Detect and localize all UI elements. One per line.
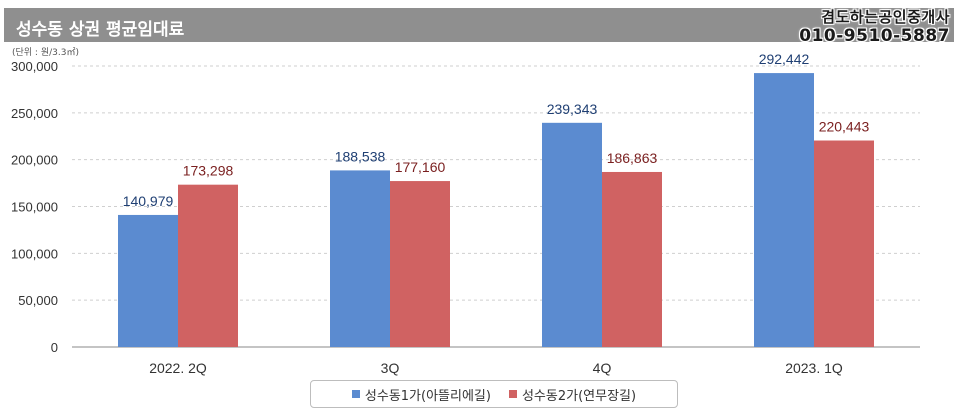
bar-series-1	[754, 73, 814, 348]
agency-phone: 010-9510-5887	[799, 26, 950, 46]
chart-title-bar: 성수동 상권 평균임대료	[4, 8, 954, 42]
y-tick-label: 300,000	[11, 59, 58, 74]
bar-series-1	[330, 170, 390, 347]
legend-swatch-series-2	[508, 390, 517, 398]
data-label-series-2: 177,160	[395, 159, 446, 175]
agency-name: 겸도하는공인중개사	[821, 8, 950, 26]
bar-series-1	[542, 122, 602, 347]
bar-series-2	[814, 140, 874, 347]
y-tick-label: 50,000	[18, 293, 58, 308]
x-tick-label: 3Q	[381, 360, 400, 376]
legend-item-series-2: 성수동2가(연무장길)	[508, 385, 637, 404]
bar-series-1	[118, 214, 178, 347]
chart-title: 성수동 상권 평균임대료	[16, 20, 185, 40]
legend-label-series-2: 성수동2가(연무장길)	[521, 388, 637, 404]
data-label-series-1: 188,538	[335, 148, 386, 164]
x-tick-label: 4Q	[593, 360, 612, 376]
chart-legend: 성수동1가(아뜰리에길) 성수동2가(연무장길)	[310, 380, 678, 408]
legend-item-series-1: 성수동1가(아뜰리에길)	[351, 385, 491, 404]
data-label-series-2: 220,443	[819, 119, 870, 135]
x-tick-label: 2022. 2Q	[149, 360, 207, 376]
bar-series-2	[602, 171, 662, 347]
bar-layer	[118, 73, 874, 348]
agency-watermark: 겸도하는공인중개사 010-9510-5887	[799, 8, 950, 46]
y-tick-label: 0	[51, 340, 58, 355]
y-tick-label: 100,000	[11, 246, 58, 261]
bar-series-2	[390, 181, 450, 347]
data-label-series-1: 292,442	[759, 51, 810, 67]
y-tick-label: 200,000	[11, 153, 58, 168]
data-label-series-1: 239,343	[547, 101, 598, 117]
bar-series-2	[178, 184, 238, 347]
x-tick-label: 2023. 1Q	[785, 360, 843, 376]
data-label-series-1: 140,979	[123, 193, 174, 209]
legend-swatch-series-1	[351, 390, 360, 398]
data-label-series-2: 186,863	[607, 150, 658, 166]
y-tick-label: 150,000	[11, 200, 58, 215]
y-tick-label: 250,000	[11, 106, 58, 121]
data-label-series-2: 173,298	[183, 163, 234, 179]
legend-label-series-1: 성수동1가(아뜰리에길)	[364, 388, 491, 404]
label-layer: 0 50,000 100,000 150,000 200,000 250,000 300,0…	[11, 51, 870, 376]
unit-label: (단위 : 원/3.3㎡)	[12, 48, 79, 58]
